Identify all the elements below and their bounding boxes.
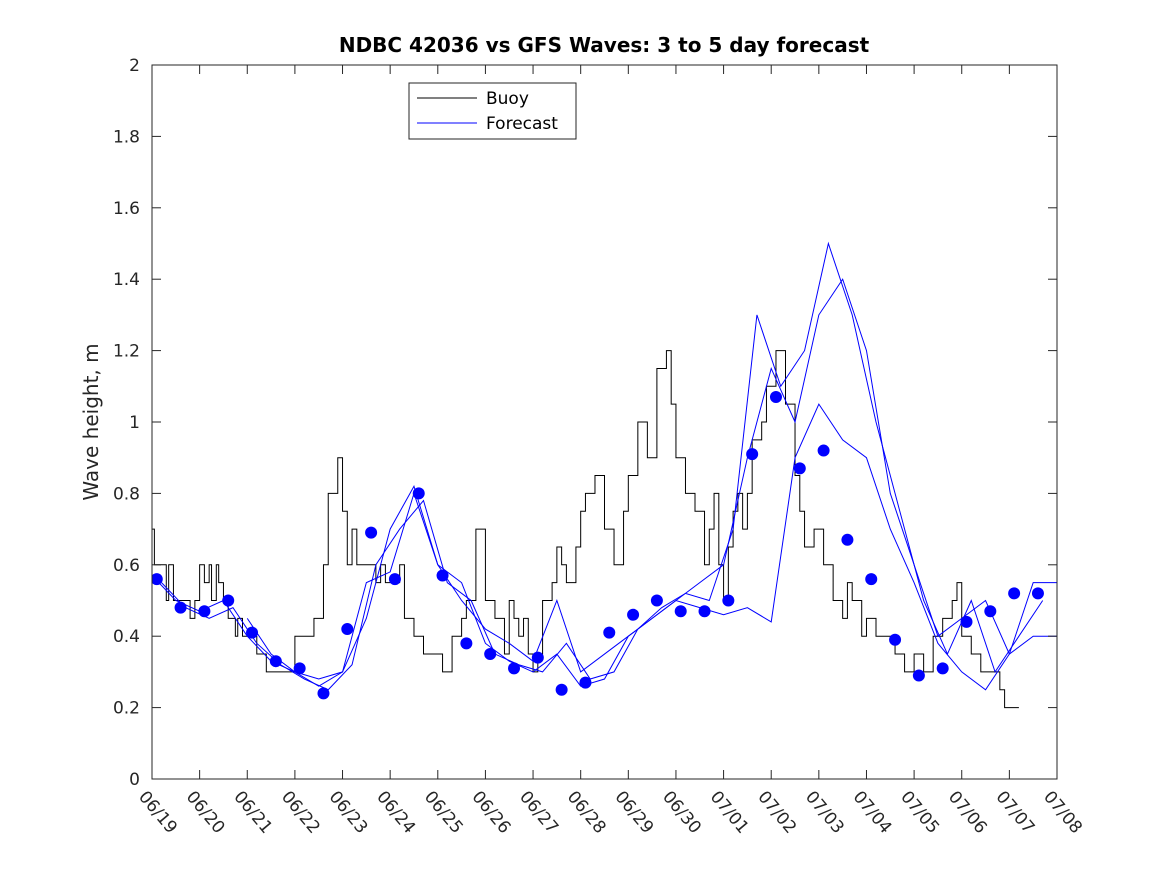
y-tick-label: 1.4 <box>113 270 140 290</box>
forecast-point <box>555 683 568 696</box>
forecast-point <box>341 623 354 636</box>
forecast-point <box>293 662 306 675</box>
y-axis: 0 0.2 0.4 0.6 0.8 1 1.2 1.4 1.6 1.8 2 <box>113 56 1057 790</box>
forecast-point <box>746 448 759 461</box>
forecast-point <box>579 676 592 689</box>
forecast-trace-1 <box>152 403 1057 691</box>
forecast-point <box>627 608 640 621</box>
forecast-trace-2 <box>161 241 1044 691</box>
forecast-trace-3 <box>246 278 1057 680</box>
forecast-point <box>222 594 235 607</box>
forecast-point <box>412 487 425 500</box>
forecast-point <box>889 633 902 646</box>
forecast-point <box>198 605 211 618</box>
forecast-point <box>912 669 925 682</box>
forecast-point <box>984 605 997 618</box>
y-tick-label: 1.2 <box>113 342 140 362</box>
y-tick-label: 0.6 <box>113 556 140 576</box>
forecast-point <box>865 573 878 586</box>
forecast-point <box>722 594 735 607</box>
forecast-point <box>674 605 687 618</box>
forecast-point <box>769 391 782 404</box>
forecast-point <box>317 687 330 700</box>
legend-buoy-label: Buoy <box>486 89 529 109</box>
buoy-series-line <box>152 350 1019 709</box>
legend-forecast-label: Forecast <box>486 114 558 134</box>
forecast-point <box>698 605 711 618</box>
forecast-point <box>152 573 163 586</box>
forecast-point <box>531 651 544 664</box>
legend: Buoy Forecast <box>408 82 577 140</box>
y-tick-label: 0 <box>129 770 140 790</box>
forecast-point <box>1031 587 1044 600</box>
y-tick-label: 2 <box>129 56 140 76</box>
forecast-point <box>817 444 830 457</box>
forecast-point <box>603 626 616 639</box>
forecast-point <box>508 662 520 675</box>
forecast-point <box>841 533 854 546</box>
forecast-point <box>246 626 259 639</box>
y-tick-label: 0.8 <box>113 484 140 504</box>
forecast-point <box>174 601 187 614</box>
y-tick-label: 1 <box>129 413 140 433</box>
y-tick-label: 0.4 <box>113 627 140 647</box>
forecast-point <box>436 569 449 582</box>
plot-area <box>152 241 1057 709</box>
y-tick-label: 1.8 <box>113 127 140 147</box>
legend-box <box>408 82 577 140</box>
forecast-point <box>936 662 949 675</box>
y-tick-label: 0.2 <box>113 699 140 719</box>
forecast-point <box>460 637 473 650</box>
chart-title: NDBC 42036 vs GFS Waves: 3 to 5 day fore… <box>339 33 870 57</box>
y-axis-label: Wave height, m <box>79 343 103 500</box>
forecast-point <box>388 573 401 586</box>
forecast-point <box>484 648 497 661</box>
forecast-point <box>365 526 378 539</box>
forecast-point <box>269 655 282 668</box>
y-tick-label: 1.6 <box>113 199 140 219</box>
forecast-point <box>793 462 806 475</box>
forecast-point <box>960 615 973 628</box>
forecast-point <box>1008 587 1021 600</box>
forecast-point <box>650 594 663 607</box>
